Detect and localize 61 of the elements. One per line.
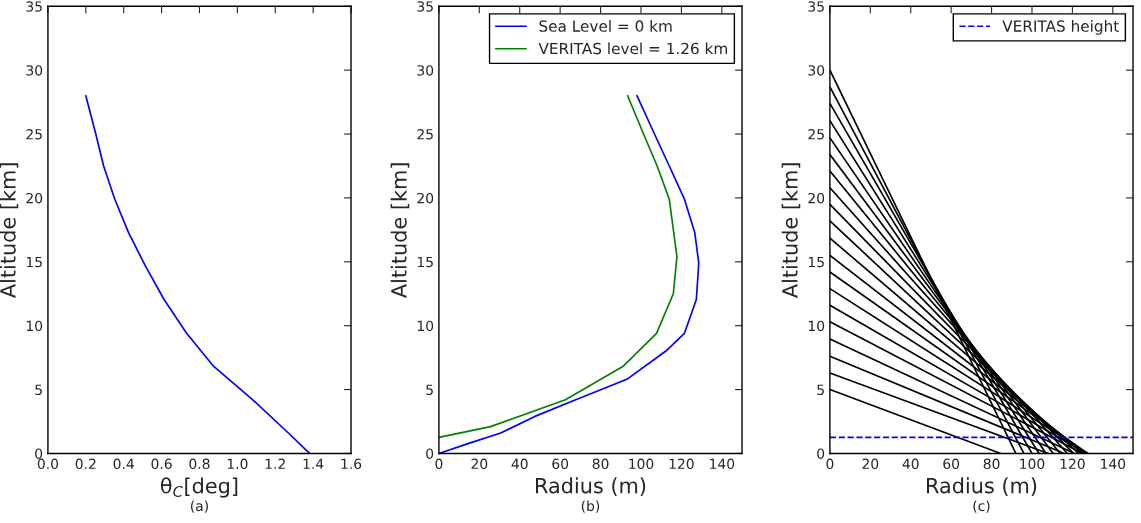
y-tick-label: 5 (426, 384, 433, 396)
y-tick-label: 10 (808, 320, 825, 332)
x-tick-label: 20 (471, 458, 488, 470)
y-tick-label: 20 (808, 192, 825, 204)
legend-label: Sea Level = 0 km (539, 20, 672, 32)
x-tick-label: 0.0 (37, 458, 59, 470)
x-tick-label: 0 (435, 458, 443, 470)
y-axis-title: Altitude [km] (0, 163, 19, 299)
x-tick-label: 80 (592, 458, 609, 470)
y-tick-label: 25 (26, 129, 42, 140)
x-tick-label: 0.4 (113, 458, 134, 470)
x-tick-label: 140 (710, 458, 735, 470)
x-tick-label: 120 (669, 458, 694, 470)
x-tick-label: 140 (1101, 458, 1126, 470)
x-tick-label: 0.6 (151, 458, 172, 470)
x-axis-title: Radius (m) (927, 477, 1037, 496)
x-tick-label: 60 (943, 458, 960, 470)
x-axis-title: θ$_{C}$[deg] (160, 477, 238, 498)
x-tick-label: 120 (1060, 458, 1085, 470)
text: (a) (190, 500, 208, 513)
y-tick-label: 10 (26, 320, 43, 332)
x-tick-label: 40 (511, 458, 528, 470)
y-axis-title: Altitude [km] (781, 163, 801, 299)
y-tick-label: 30 (26, 65, 43, 76)
x-tick-label: 1.0 (227, 458, 248, 470)
y-tick-label: 10 (417, 320, 434, 332)
x-tick-label: 100 (1020, 458, 1045, 470)
text: (c) (973, 500, 990, 513)
x-axis-title: Radius (m) (536, 477, 646, 496)
y-tick-label: 25 (808, 129, 824, 140)
y-tick-label: 0 (426, 448, 434, 459)
x-tick-label: 60 (552, 458, 569, 470)
y-tick-label: 15 (417, 256, 433, 268)
x-tick-label: 0.2 (75, 458, 96, 470)
y-tick-label: 30 (417, 65, 434, 76)
x-tick-label: 1.2 (265, 458, 285, 469)
x-tick-label: 80 (983, 458, 1000, 470)
y-tick-label: 0 (35, 448, 43, 459)
y-tick-label: 20 (417, 192, 434, 204)
y-axis-title: Altitude [km] (390, 163, 410, 299)
x-tick-label: 0 (826, 458, 834, 470)
y-tick-label: 30 (808, 65, 825, 76)
y-tick-label: 15 (808, 256, 824, 268)
y-tick-label: 0 (817, 448, 825, 459)
x-tick-label: 1.6 (341, 458, 362, 470)
y-tick-label: 15 (26, 256, 42, 268)
x-tick-label: 0.8 (189, 458, 210, 470)
x-tick-label: 1.4 (303, 458, 324, 469)
text: (b) (581, 500, 600, 513)
x-tick-label: 40 (902, 458, 919, 470)
legend-label: VERITAS level = 1.26 km (538, 42, 727, 55)
y-tick-label: 35 (417, 1, 433, 12)
y-tick-label: 20 (26, 192, 43, 204)
y-tick-label: 5 (817, 384, 824, 396)
x-tick-label: 100 (629, 458, 654, 470)
y-tick-label: 35 (26, 1, 42, 12)
legend-label: VERITAS height (1002, 20, 1119, 35)
y-tick-label: 5 (35, 384, 42, 396)
x-tick-label: 20 (862, 458, 879, 470)
y-tick-label: 35 (808, 1, 824, 12)
y-tick-label: 25 (417, 129, 433, 140)
